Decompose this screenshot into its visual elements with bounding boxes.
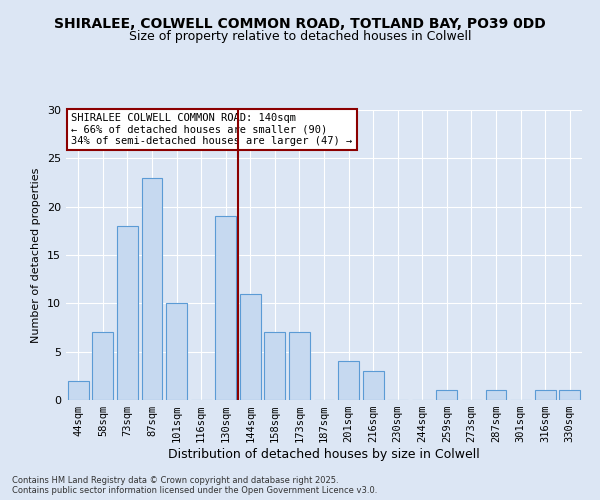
Bar	[485, 390, 506, 400]
Bar	[142, 178, 163, 400]
Bar	[166, 304, 187, 400]
Bar	[240, 294, 261, 400]
Bar	[215, 216, 236, 400]
Bar	[338, 362, 359, 400]
Bar	[559, 390, 580, 400]
Bar	[289, 332, 310, 400]
Bar	[362, 371, 383, 400]
Bar	[117, 226, 138, 400]
Bar	[92, 332, 113, 400]
Bar	[436, 390, 457, 400]
Text: Size of property relative to detached houses in Colwell: Size of property relative to detached ho…	[129, 30, 471, 43]
Bar	[265, 332, 286, 400]
Bar	[68, 380, 89, 400]
Text: SHIRALEE, COLWELL COMMON ROAD, TOTLAND BAY, PO39 0DD: SHIRALEE, COLWELL COMMON ROAD, TOTLAND B…	[54, 18, 546, 32]
Text: Contains HM Land Registry data © Crown copyright and database right 2025.
Contai: Contains HM Land Registry data © Crown c…	[12, 476, 377, 495]
X-axis label: Distribution of detached houses by size in Colwell: Distribution of detached houses by size …	[168, 448, 480, 461]
Y-axis label: Number of detached properties: Number of detached properties	[31, 168, 41, 342]
Bar	[535, 390, 556, 400]
Text: SHIRALEE COLWELL COMMON ROAD: 140sqm
← 66% of detached houses are smaller (90)
3: SHIRALEE COLWELL COMMON ROAD: 140sqm ← 6…	[71, 113, 352, 146]
